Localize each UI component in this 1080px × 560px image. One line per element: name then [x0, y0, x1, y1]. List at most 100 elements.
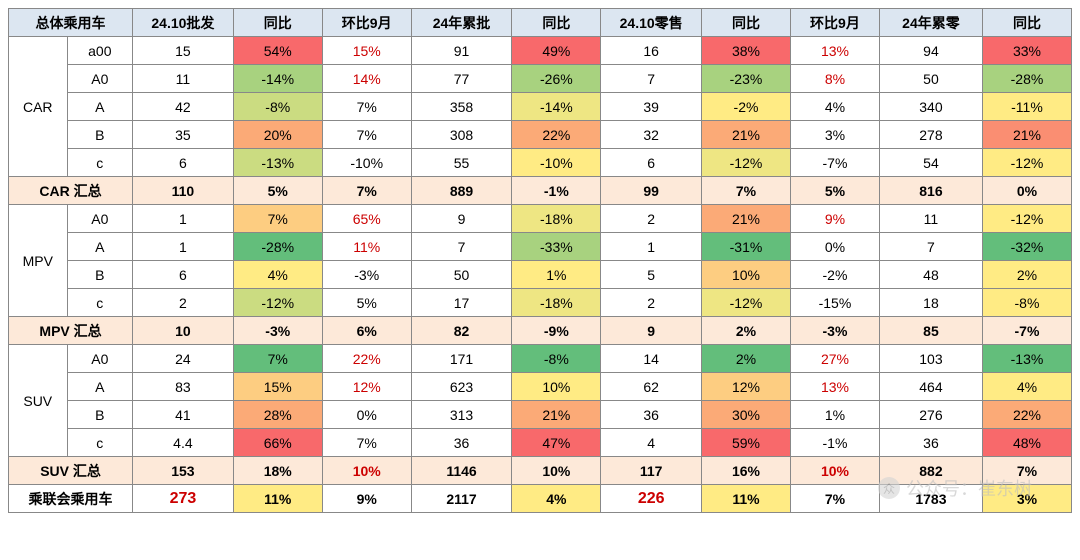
table-row: A42-8%7%358-14%39-2%4%340-11%	[9, 93, 1072, 121]
data-cell: 48	[879, 261, 982, 289]
data-cell: -8%	[982, 289, 1071, 317]
data-cell: 3%	[790, 121, 879, 149]
data-cell: 2	[133, 289, 234, 317]
data-cell: 13%	[790, 373, 879, 401]
data-cell: -7%	[790, 149, 879, 177]
summary-cell: 16%	[702, 457, 791, 485]
data-cell: 1	[133, 205, 234, 233]
data-cell: 30%	[702, 401, 791, 429]
data-cell: 12%	[322, 373, 411, 401]
data-cell: -3%	[322, 261, 411, 289]
data-cell: 47%	[512, 429, 601, 457]
summary-cell: 5%	[233, 177, 322, 205]
data-cell: 35	[133, 121, 234, 149]
grand-total-label: 乘联会乘用车	[9, 485, 133, 513]
data-cell: 21%	[702, 205, 791, 233]
data-cell: 8%	[790, 65, 879, 93]
data-cell: 11	[133, 65, 234, 93]
summary-cell: 10	[133, 317, 234, 345]
data-cell: 278	[879, 121, 982, 149]
group-label: CAR	[9, 37, 68, 177]
summary-cell: -7%	[982, 317, 1071, 345]
data-cell: 1%	[790, 401, 879, 429]
data-cell: 15	[133, 37, 234, 65]
grand-total-cell: 3%	[982, 485, 1071, 513]
summary-cell: 882	[879, 457, 982, 485]
data-cell: 91	[411, 37, 512, 65]
grand-total-row: 乘联会乘用车27311%9%21174%22611%7%17833%	[9, 485, 1072, 513]
segment-label: c	[67, 289, 133, 317]
data-cell: 24	[133, 345, 234, 373]
data-cell: 59%	[702, 429, 791, 457]
data-cell: -14%	[512, 93, 601, 121]
data-cell: 22%	[982, 401, 1071, 429]
data-cell: 2	[601, 205, 702, 233]
data-cell: -12%	[702, 289, 791, 317]
grand-total-cell: 4%	[512, 485, 601, 513]
segment-label: a00	[67, 37, 133, 65]
data-cell: 623	[411, 373, 512, 401]
data-cell: 94	[879, 37, 982, 65]
data-cell: 1	[133, 233, 234, 261]
data-cell: 9	[411, 205, 512, 233]
data-cell: 16	[601, 37, 702, 65]
summary-row: CAR 汇总1105%7%889-1%997%5%8160%	[9, 177, 1072, 205]
data-cell: 49%	[512, 37, 601, 65]
data-cell: 17	[411, 289, 512, 317]
summary-cell: -3%	[233, 317, 322, 345]
data-cell: 6	[601, 149, 702, 177]
summary-cell: 117	[601, 457, 702, 485]
summary-cell: 6%	[322, 317, 411, 345]
data-cell: 11%	[322, 233, 411, 261]
data-cell: -8%	[233, 93, 322, 121]
data-cell: -15%	[790, 289, 879, 317]
data-cell: 358	[411, 93, 512, 121]
data-cell: 313	[411, 401, 512, 429]
column-header: 总体乘用车	[9, 9, 133, 37]
data-cell: 36	[411, 429, 512, 457]
data-cell: -10%	[512, 149, 601, 177]
data-cell: -2%	[702, 93, 791, 121]
data-cell: 1%	[512, 261, 601, 289]
data-cell: -14%	[233, 65, 322, 93]
group-label: SUV	[9, 345, 68, 457]
summary-cell: 5%	[790, 177, 879, 205]
summary-cell: 0%	[982, 177, 1071, 205]
summary-cell: 110	[133, 177, 234, 205]
data-cell: 103	[879, 345, 982, 373]
data-cell: 83	[133, 373, 234, 401]
grand-total-cell: 1783	[879, 485, 982, 513]
data-cell: 6	[133, 149, 234, 177]
data-cell: 7%	[233, 205, 322, 233]
data-cell: 42	[133, 93, 234, 121]
table-header: 总体乘用车24.10批发同比环比9月24年累批同比24.10零售同比环比9月24…	[9, 9, 1072, 37]
data-cell: -12%	[982, 205, 1071, 233]
data-cell: 4%	[790, 93, 879, 121]
summary-cell: 889	[411, 177, 512, 205]
table-row: A8315%12%62310%6212%13%4644%	[9, 373, 1072, 401]
data-cell: 1	[601, 233, 702, 261]
summary-cell: -9%	[512, 317, 601, 345]
data-cell: 0%	[322, 401, 411, 429]
table-row: MPVA017%65%9-18%221%9%11-12%	[9, 205, 1072, 233]
grand-total-cell: 11%	[233, 485, 322, 513]
segment-label: A0	[67, 205, 133, 233]
data-cell: 11	[879, 205, 982, 233]
data-cell: 36	[601, 401, 702, 429]
segment-label: A	[67, 93, 133, 121]
summary-cell: 7%	[322, 177, 411, 205]
data-cell: 0%	[790, 233, 879, 261]
data-cell: 340	[879, 93, 982, 121]
data-cell: 14%	[322, 65, 411, 93]
data-cell: -12%	[233, 289, 322, 317]
table-row: c4.466%7%3647%459%-1%3648%	[9, 429, 1072, 457]
summary-cell: 9	[601, 317, 702, 345]
data-cell: 464	[879, 373, 982, 401]
data-cell: 6	[133, 261, 234, 289]
summary-label: CAR 汇总	[9, 177, 133, 205]
data-cell: 55	[411, 149, 512, 177]
data-cell: 50	[411, 261, 512, 289]
group-label: MPV	[9, 205, 68, 317]
data-cell: -8%	[512, 345, 601, 373]
grand-total-cell: 9%	[322, 485, 411, 513]
